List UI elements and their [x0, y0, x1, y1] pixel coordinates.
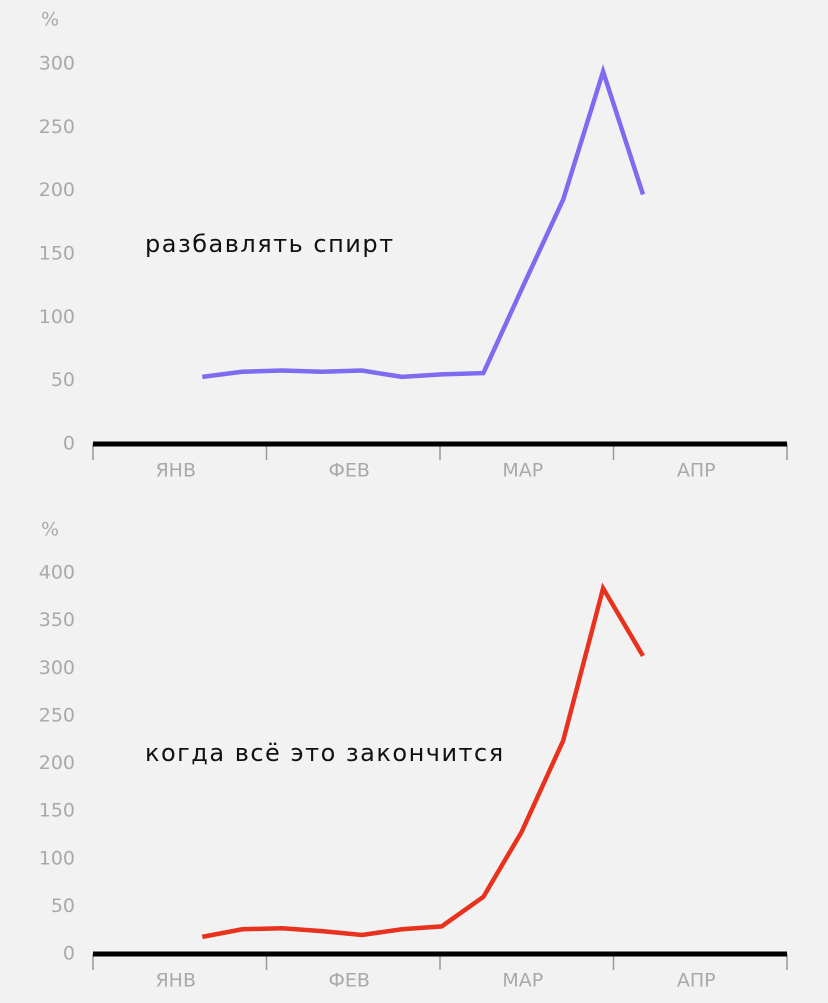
y-axis-unit: % [41, 9, 59, 31]
y-tick-label: 200 [39, 752, 75, 774]
y-tick-label: 400 [39, 562, 75, 584]
x-tick-label: АПР [677, 970, 716, 992]
y-tick-label: 50 [51, 369, 75, 391]
data-line [201, 582, 645, 940]
y-tick-label: 250 [39, 704, 75, 726]
y-tick-label: 100 [39, 306, 75, 328]
x-tick-label: ФЕВ [329, 460, 370, 482]
data-line [202, 64, 646, 380]
y-tick-label: 150 [39, 800, 75, 822]
annotation: когда всё это закончится [145, 739, 505, 767]
y-tick-label: 300 [39, 657, 75, 679]
y-tick-label: 300 [39, 53, 75, 75]
y-tick-label: 200 [39, 179, 75, 201]
x-tick-label: МАР [502, 460, 543, 482]
y-tick-label: 150 [39, 243, 75, 265]
y-axis-unit: % [41, 519, 59, 541]
y-tick-label: 0 [63, 433, 75, 455]
x-tick-label: ЯНВ [155, 460, 196, 482]
y-tick-label: 100 [39, 847, 75, 869]
chart-panel: % 0 50 100 150 200 250 300 350 400 ЯНВ ФЕВ МАР АПР ког… [39, 519, 788, 992]
x-tick-label: АПР [677, 460, 716, 482]
y-tick-label: 350 [39, 609, 75, 631]
x-tick-label: ФЕВ [329, 970, 370, 992]
y-tick-label: 50 [51, 895, 75, 917]
annotation: разбавлять спирт [145, 230, 395, 258]
x-tick-label: ЯНВ [155, 970, 196, 992]
y-tick-label: 0 [63, 943, 75, 965]
x-tick-label: МАР [502, 970, 543, 992]
chart-panel: % 0 50 100 150 200 250 300 ЯНВ ФЕВ МАР АПР разбавлят… [39, 9, 788, 482]
y-tick-label: 250 [39, 116, 75, 138]
